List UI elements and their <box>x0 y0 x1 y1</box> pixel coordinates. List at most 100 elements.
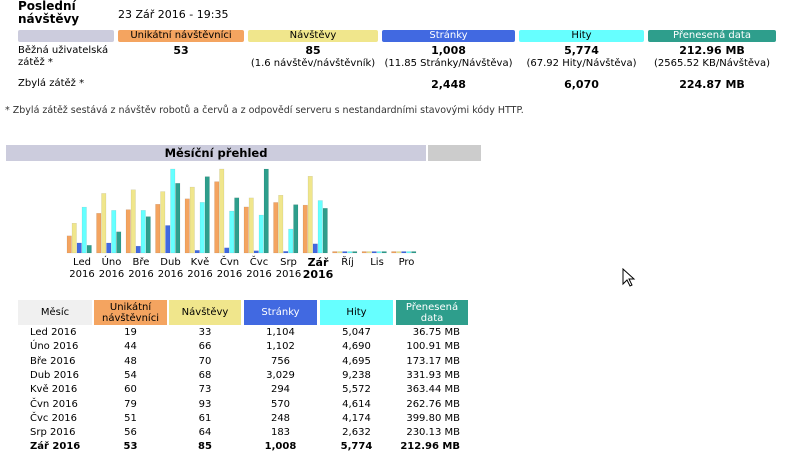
table-cell[interactable]: Srp 2016 <box>30 427 76 439</box>
monthly-section-title: Měsíční přehled <box>6 145 426 161</box>
bar-2-7 <box>283 251 289 254</box>
table-cell[interactable]: Bře 2016 <box>30 355 76 367</box>
bar-2-3 <box>165 225 171 254</box>
bar-4-10 <box>381 251 387 254</box>
table-header: Měsíc <box>18 300 92 325</box>
bar-0-0 <box>66 235 72 254</box>
bar-4-5 <box>234 197 240 254</box>
table-cell[interactable]: Dub 2016 <box>30 369 80 381</box>
table-cell: 1,008 <box>264 441 297 453</box>
table-cell: 294 <box>270 384 291 396</box>
bar-3-8 <box>317 200 323 254</box>
table-cell[interactable]: Zář 2016 <box>30 441 81 453</box>
bar-0-3 <box>155 204 161 254</box>
normal-hits-sub: (67.92 Hity/Návštěva) <box>526 58 637 69</box>
table-cell: 4,695 <box>342 355 371 367</box>
table-cell: 70 <box>198 355 212 367</box>
table-cell: 9,238 <box>342 369 371 381</box>
month-label[interactable]: Čvn 2016 <box>216 257 243 280</box>
bar-1-5 <box>219 168 225 254</box>
table-cell: 756 <box>270 355 291 367</box>
bar-1-8 <box>307 176 313 254</box>
table-cell[interactable]: Kvě 2016 <box>30 384 78 396</box>
bar-2-6 <box>253 250 259 254</box>
table-cell: 331.93 MB <box>406 369 460 381</box>
bar-2-2 <box>135 245 141 254</box>
bar-1-0 <box>71 222 77 254</box>
summary-header-blank <box>18 30 114 42</box>
bar-0-2 <box>125 209 131 254</box>
month-label[interactable]: Kvě 2016 <box>187 257 213 280</box>
bar-2-10 <box>371 251 377 254</box>
table-cell[interactable]: Čvn 2016 <box>30 398 78 410</box>
table-header: Návštěvy <box>169 300 241 325</box>
bar-3-10 <box>376 251 382 254</box>
normal-visits-sub: (1.6 návštěv/návštěvník) <box>250 58 376 69</box>
table-cell: 100.91 MB <box>406 341 460 353</box>
month-label[interactable]: Čvc 2016 <box>246 257 272 280</box>
monthly-bar-chart <box>66 168 417 254</box>
mouse-cursor-icon <box>622 268 636 287</box>
bar-2-5 <box>224 247 230 254</box>
table-cell: 5,774 <box>340 441 373 453</box>
month-label[interactable]: Říj <box>341 257 354 268</box>
month-label[interactable]: Srp 2016 <box>275 257 302 280</box>
bar-4-8 <box>322 208 328 254</box>
other-pages: 2,448 <box>431 78 466 91</box>
bar-1-9 <box>337 251 343 254</box>
bar-0-10 <box>361 251 367 254</box>
table-cell: 60 <box>124 384 137 396</box>
table-cell: 61 <box>198 412 212 424</box>
table-header: Unikátní návštěvníci <box>94 300 167 325</box>
table-cell: 19 <box>124 327 137 338</box>
bar-0-4 <box>184 198 190 254</box>
bar-2-1 <box>106 242 112 254</box>
month-label[interactable]: Lis <box>370 257 384 268</box>
row-normal-label: Běžná uživatelská zátěž * <box>18 45 109 68</box>
table-cell: 73 <box>198 384 212 396</box>
normal-hits: 5,774 <box>564 44 599 57</box>
month-label[interactable]: Dub 2016 <box>157 257 184 280</box>
bar-3-5 <box>229 210 235 254</box>
table-cell[interactable]: Čvc 2016 <box>30 412 78 424</box>
bar-4-7 <box>293 204 299 254</box>
month-label[interactable]: Led 2016 <box>69 257 95 280</box>
bar-3-1 <box>111 210 117 254</box>
bar-2-0 <box>76 242 82 254</box>
footnote: * Zbylá zátěž sestává z návštěv robotů a… <box>5 105 524 116</box>
bar-1-4 <box>189 186 195 254</box>
other-bandwidth: 224.87 MB <box>679 78 745 91</box>
normal-bandwidth: 212.96 MB <box>679 44 745 57</box>
table-cell: 363.44 MB <box>406 384 460 396</box>
month-label[interactable]: Úno 2016 <box>98 257 125 280</box>
table-cell[interactable]: Led 2016 <box>30 327 77 338</box>
bar-1-2 <box>130 189 136 254</box>
bar-4-2 <box>145 216 151 254</box>
bar-3-6 <box>258 214 264 254</box>
table-cell: 248 <box>270 412 291 424</box>
table-cell: 4,690 <box>342 341 371 353</box>
table-cell: 4,174 <box>342 412 371 424</box>
bar-4-9 <box>352 251 358 254</box>
table-cell: 66 <box>198 341 212 353</box>
table-cell: 68 <box>198 369 212 381</box>
table-cell: 1,102 <box>266 341 295 353</box>
normal-visits: 85 <box>305 44 321 57</box>
table-cell: 79 <box>124 398 137 410</box>
summary-date: 23 Zář 2016 - 19:35 <box>118 8 229 21</box>
bar-4-6 <box>263 168 269 254</box>
month-label[interactable]: Bře 2016 <box>128 257 154 280</box>
row-other-label: Zbylá zátěž * <box>18 78 85 89</box>
table-cell: 570 <box>270 398 291 410</box>
table-cell[interactable]: Úno 2016 <box>30 341 79 353</box>
summary-header-visits: Návštěvy <box>248 30 378 42</box>
month-label[interactable]: Zář 2016 <box>302 256 334 281</box>
table-cell: 44 <box>124 341 137 353</box>
bar-3-2 <box>140 210 146 254</box>
table-header: Hity <box>320 300 393 325</box>
bar-1-10 <box>366 251 372 254</box>
bar-0-1 <box>96 213 102 254</box>
month-label[interactable]: Pro <box>398 257 415 268</box>
table-cell: 85 <box>198 441 212 453</box>
bar-3-0 <box>81 206 87 254</box>
